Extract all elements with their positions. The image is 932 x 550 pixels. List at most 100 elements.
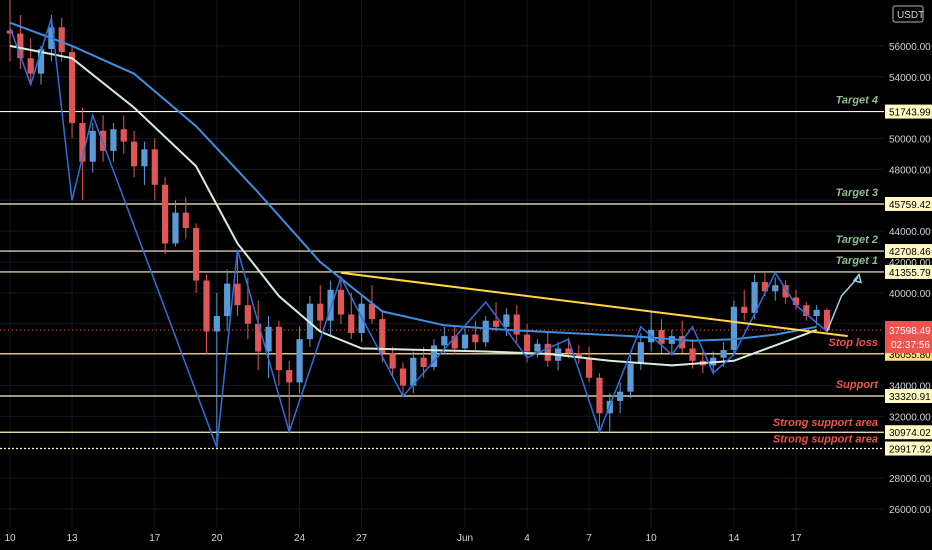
candle-body <box>544 343 551 361</box>
candle-body <box>120 129 127 142</box>
candle-body <box>89 130 96 162</box>
moving-average-light <box>9 44 817 367</box>
level-tag-value: 45759.42 <box>889 200 931 211</box>
candle-body <box>503 314 510 327</box>
time-axis-label: 10 <box>646 533 658 544</box>
candle-body <box>348 314 355 334</box>
currency-badge-label: USDT <box>897 10 924 21</box>
candle-body <box>17 33 24 59</box>
price-axis-label: 28000.00 <box>889 474 931 485</box>
candle-body <box>368 303 376 320</box>
candle-body <box>741 306 748 313</box>
candle-body <box>596 377 603 414</box>
candle-body <box>317 303 324 321</box>
level-tag-value: 29917.92 <box>889 445 931 456</box>
candle-body <box>224 283 231 317</box>
level-tag-value: 51743.99 <box>889 108 931 119</box>
candle-body <box>327 289 334 321</box>
candle-body <box>286 370 293 383</box>
candle-body <box>492 320 500 327</box>
level-label: Stop loss <box>828 337 878 349</box>
candle-body <box>110 129 117 151</box>
time-axis-label: 27 <box>356 533 368 544</box>
candle-body <box>275 326 282 371</box>
level-label: Target 1 <box>836 255 878 267</box>
price-axis-label: 50000.00 <box>889 135 931 146</box>
candle-body <box>761 282 769 292</box>
current-price-value: 37598.49 <box>889 326 931 337</box>
candle-body <box>420 357 427 367</box>
candle-body <box>141 149 148 167</box>
price-axis-label: 48000.00 <box>889 165 931 176</box>
candle-body <box>513 314 520 335</box>
level-tag-value: 41355.79 <box>889 268 931 279</box>
candle-body <box>58 27 65 53</box>
level-tag-value: 42708.46 <box>889 247 931 258</box>
candle-body <box>296 339 303 383</box>
level-tag-bg <box>885 425 932 440</box>
candle-body <box>410 357 417 386</box>
candle-body <box>751 282 758 313</box>
candle-body <box>79 123 86 162</box>
candle-body <box>782 285 789 298</box>
candle-body <box>658 329 665 344</box>
time-axis-label: 20 <box>211 533 223 544</box>
price-axis-label: 44000.00 <box>889 227 931 238</box>
time-axis-label: 17 <box>149 533 161 544</box>
candle-body <box>244 305 251 324</box>
level-tag-bg <box>885 196 932 211</box>
trend-line <box>340 271 848 338</box>
candle-body <box>337 289 345 315</box>
candle-body <box>379 319 386 354</box>
current-price-tag: 37598.49 02:37:56 <box>885 321 932 353</box>
time-axis-label: 4 <box>524 533 530 544</box>
candle-body <box>451 336 458 349</box>
candle-body <box>255 323 262 352</box>
time-axis-label: 17 <box>790 533 802 544</box>
time-axis-label: Jun <box>457 533 473 544</box>
candle-body <box>151 149 158 185</box>
candle-body <box>823 309 831 330</box>
level-label: Target 4 <box>836 95 878 107</box>
plot-area <box>0 0 884 528</box>
candle-body <box>461 334 469 349</box>
candle-body <box>234 283 241 306</box>
candle-body <box>193 228 200 281</box>
candle-body <box>203 280 210 332</box>
candle-body <box>523 334 531 352</box>
level-tag-bg <box>885 441 932 456</box>
candle-body <box>617 391 624 401</box>
candle-body <box>399 368 407 386</box>
time-axis-label: 14 <box>728 533 740 544</box>
candle-body <box>6 30 14 34</box>
candle-body <box>130 141 138 167</box>
candle-body <box>99 130 107 151</box>
level-label: Target 3 <box>836 187 878 199</box>
price-axis-label: 26000.00 <box>889 505 931 516</box>
time-axis[interactable]: 10 13 17 20 24 27 Jun 4 7 10 14 17 <box>4 533 802 544</box>
level-label: Strong support area <box>773 417 878 429</box>
price-axis-label: 32000.00 <box>889 412 931 423</box>
moving-average-blue <box>9 21 817 342</box>
candle-body <box>565 348 572 354</box>
candle-body <box>265 326 272 352</box>
candle-body <box>182 212 189 229</box>
candle-body <box>162 184 169 244</box>
level-label: Strong support area <box>773 434 878 446</box>
candle-body <box>430 345 438 367</box>
candle-body <box>172 212 179 244</box>
projection-arrow-icon <box>852 272 863 284</box>
level-tag-value: 33320.91 <box>889 392 931 403</box>
projection-path <box>826 276 859 332</box>
price-axis-label: 34000.00 <box>889 382 931 393</box>
currency-badge-bg <box>892 5 924 23</box>
candle-body <box>27 58 34 74</box>
currency-badge[interactable]: USDT <box>892 5 924 23</box>
time-axis-label: 24 <box>294 533 306 544</box>
level-tag-value: 36055.80 <box>889 350 931 361</box>
candle-body <box>472 334 479 343</box>
level-label: Target 2 <box>836 234 878 246</box>
candle-body <box>679 336 686 349</box>
